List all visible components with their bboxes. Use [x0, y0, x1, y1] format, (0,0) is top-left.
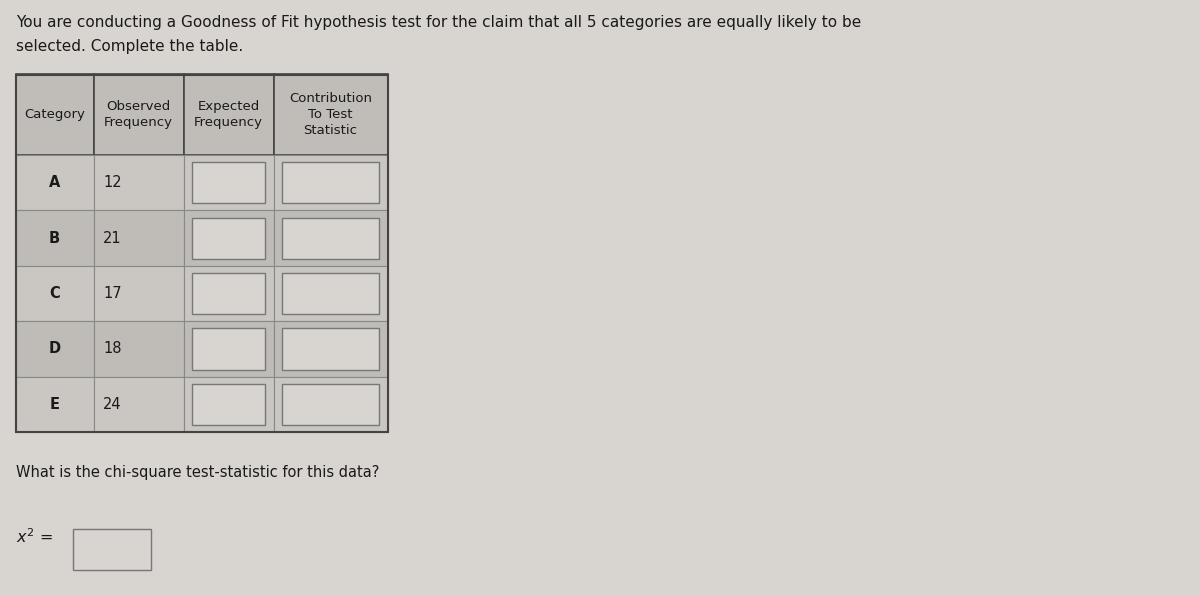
Bar [184, 155, 274, 210]
Text: Contribution
To Test
Statistic: Contribution To Test Statistic [289, 92, 372, 137]
Bar [274, 210, 388, 266]
Bar [274, 74, 388, 155]
Bar [16, 74, 94, 155]
Text: selected. Complete the table.: selected. Complete the table. [16, 39, 242, 54]
Bar [16, 155, 94, 210]
Bar [282, 162, 379, 203]
Bar [282, 328, 379, 370]
Text: $x^2$ =: $x^2$ = [16, 527, 53, 546]
Bar [184, 321, 274, 377]
Bar [192, 328, 265, 370]
Bar [16, 74, 388, 432]
Bar [274, 377, 388, 432]
Text: 24: 24 [103, 397, 122, 412]
Bar [282, 218, 379, 259]
Bar [16, 266, 94, 321]
Bar [16, 321, 94, 377]
Bar [192, 218, 265, 259]
Bar [192, 273, 265, 314]
Bar [94, 266, 184, 321]
Text: C: C [49, 286, 60, 301]
Bar [274, 266, 388, 321]
Text: What is the chi-square test-statistic for this data?: What is the chi-square test-statistic fo… [16, 465, 379, 480]
Bar [184, 210, 274, 266]
Bar [94, 74, 184, 155]
Bar [282, 384, 379, 425]
Text: Category: Category [24, 108, 85, 121]
Text: 21: 21 [103, 231, 122, 246]
Text: A: A [49, 175, 60, 190]
Text: Expected
Frequency: Expected Frequency [194, 100, 263, 129]
Bar [94, 210, 184, 266]
Bar [16, 210, 94, 266]
Bar [274, 321, 388, 377]
Text: Observed
Frequency: Observed Frequency [104, 100, 173, 129]
Bar [282, 273, 379, 314]
Bar [274, 155, 388, 210]
Bar [16, 377, 94, 432]
Bar [94, 377, 184, 432]
Bar [94, 321, 184, 377]
Text: B: B [49, 231, 60, 246]
Text: D: D [48, 342, 61, 356]
Bar [184, 74, 274, 155]
Text: 18: 18 [103, 342, 121, 356]
Text: E: E [49, 397, 60, 412]
Text: 12: 12 [103, 175, 122, 190]
Bar [192, 162, 265, 203]
Bar [94, 155, 184, 210]
Text: You are conducting a Goodness of Fit hypothesis test for the claim that all 5 ca: You are conducting a Goodness of Fit hyp… [16, 15, 860, 30]
Text: 17: 17 [103, 286, 122, 301]
Bar [184, 266, 274, 321]
Bar [184, 377, 274, 432]
Bar [192, 384, 265, 425]
Bar [73, 529, 151, 570]
